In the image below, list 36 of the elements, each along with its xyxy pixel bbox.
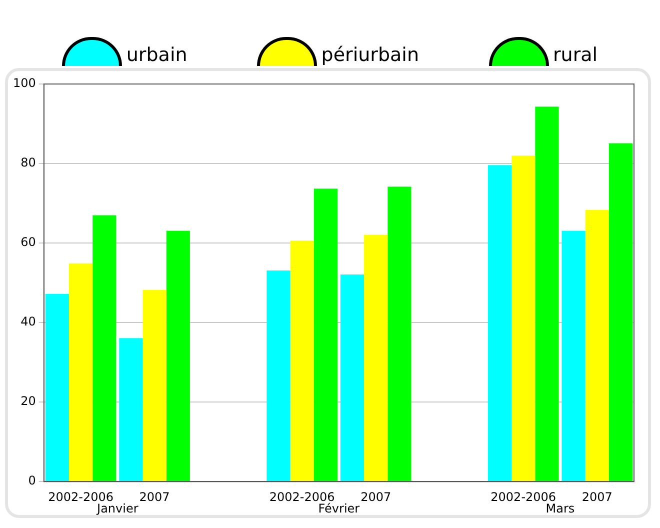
y-tick-label: 80: [20, 156, 36, 170]
bar: [608, 143, 633, 482]
bar: [585, 210, 609, 482]
bar: [535, 106, 559, 482]
x-tick-label: 2007: [139, 490, 170, 504]
x-tick-label: 2007: [360, 490, 392, 504]
bar: [92, 215, 116, 482]
bar: [290, 240, 314, 482]
y-tick-label: 20: [20, 394, 36, 408]
text: Février: [318, 502, 360, 516]
legend-label: rural: [553, 44, 598, 66]
bar: [45, 294, 69, 482]
x-tick-label: 2002-2006: [269, 490, 335, 504]
bar: [166, 230, 190, 482]
y-tick-label: 40: [20, 314, 36, 329]
x-tick-label: 2002-2006: [48, 490, 114, 504]
bar: [388, 186, 412, 482]
y-tick-label: 0: [28, 474, 36, 488]
bar: [119, 338, 143, 482]
bar: [142, 290, 166, 482]
text: Janvier: [96, 502, 138, 516]
bar: [266, 270, 290, 482]
bar: [488, 165, 512, 482]
bar: [68, 263, 93, 482]
legend-label: urbain: [126, 44, 188, 66]
y-tick-label: 60: [20, 235, 36, 250]
bar: [364, 234, 388, 482]
bar: [562, 230, 586, 482]
bar: [340, 274, 364, 482]
x-tick-label: 2007: [582, 490, 612, 504]
legend-label: périurbain: [321, 44, 419, 66]
y-tick-label: 100: [13, 76, 36, 90]
bar: [512, 156, 536, 482]
text: Mars: [546, 502, 575, 516]
bar: [314, 188, 338, 482]
x-tick-label: 2002-2006: [490, 490, 556, 504]
